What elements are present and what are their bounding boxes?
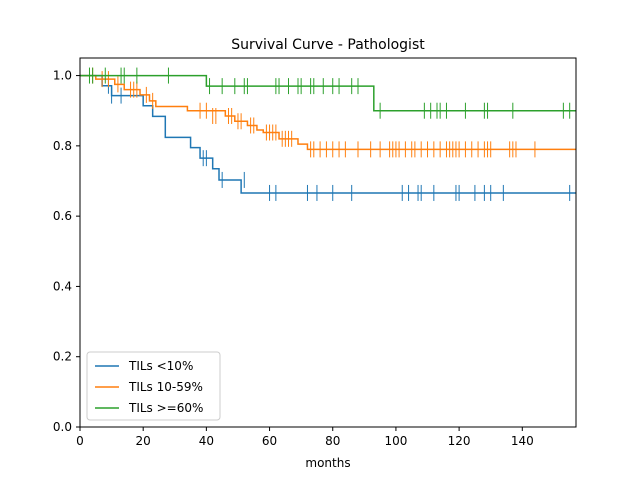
series-line-tils-10-59 bbox=[80, 74, 576, 151]
legend-label: TILs >=60% bbox=[128, 401, 203, 415]
y-tick-label: 0.4 bbox=[53, 279, 72, 293]
x-tick-label: 140 bbox=[511, 434, 534, 448]
x-tick-label: 40 bbox=[199, 434, 214, 448]
legend-label: TILs 10-59% bbox=[128, 380, 203, 394]
x-tick-label: 20 bbox=[136, 434, 151, 448]
series-line-tils-under-10 bbox=[80, 74, 576, 194]
y-tick-label: 0.6 bbox=[53, 209, 72, 223]
x-tick-label: 60 bbox=[262, 434, 277, 448]
x-tick-label: 0 bbox=[76, 434, 84, 448]
legend-label: TILs <10% bbox=[128, 359, 193, 373]
legend-box bbox=[86, 351, 221, 421]
y-tick-label: 1.0 bbox=[53, 69, 72, 83]
plot-frame bbox=[79, 57, 577, 428]
x-tick-label: 120 bbox=[448, 434, 471, 448]
x-tick-label: 80 bbox=[325, 434, 340, 448]
y-tick-label: 0.2 bbox=[53, 350, 72, 364]
series-line-tils-60-plus bbox=[80, 74, 576, 112]
x-tick-label: 100 bbox=[384, 434, 407, 448]
y-tick-label: 0.8 bbox=[53, 139, 72, 153]
legend: TILs <10% TILs 10-59% TILs >=60% bbox=[86, 351, 221, 421]
x-axis-label: months bbox=[305, 456, 350, 470]
chart-title: Survival Curve - Pathologist bbox=[231, 37, 425, 53]
y-tick-label: 0.0 bbox=[53, 420, 72, 434]
